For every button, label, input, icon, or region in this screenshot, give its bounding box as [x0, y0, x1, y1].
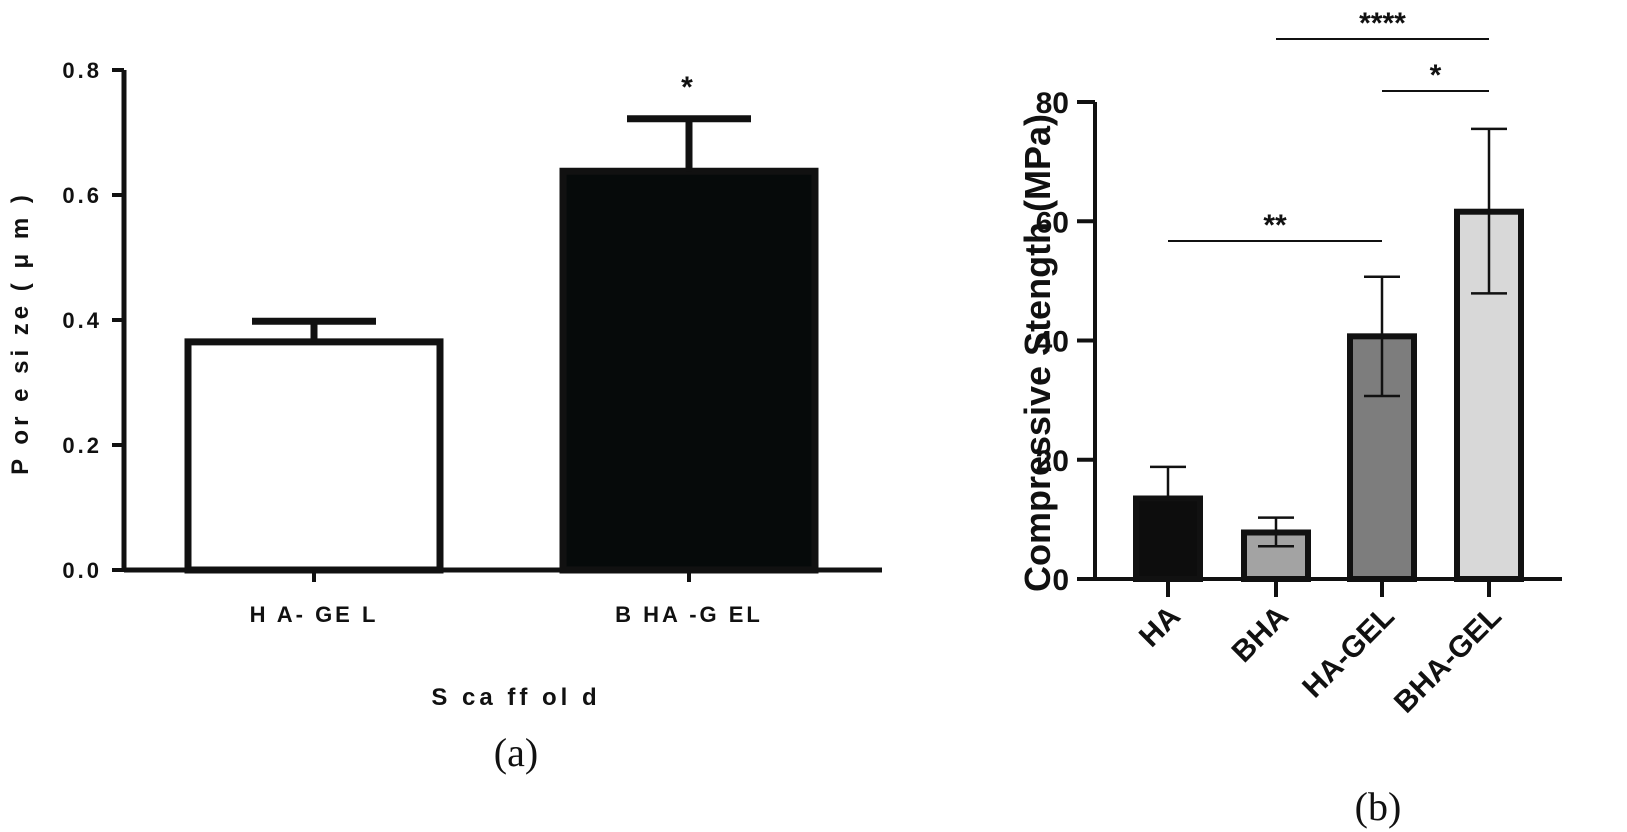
y-tick-label-1: 20: [1036, 445, 1069, 478]
panel-b-significance: *******: [1168, 7, 1489, 242]
y-tick-label-2: 40: [1036, 326, 1069, 359]
y-tick-label-1: 0.2: [62, 433, 102, 458]
panel-a-chart: H A- GE L B HA -G EL 0.0 0.2 0.4 0.6 0.8 * S c…: [7, 58, 882, 775]
significance-marker-2: ****: [1359, 7, 1406, 40]
x-tick-label-h-a-ge-l: H A- GE L: [250, 602, 379, 627]
x-tick-label-ha-gel: HA-GEL: [1296, 600, 1401, 705]
panel-a-significance: *: [681, 71, 693, 104]
panel-b-error-bars: [1150, 127, 1507, 548]
y-tick-label-3: 0.6: [62, 183, 102, 208]
x-tick-label-bha-gel: BHA-GEL: [1388, 600, 1508, 720]
significance-marker-1: *: [1430, 59, 1442, 92]
bar-ha: [1133, 495, 1203, 583]
y-tick-label-2: 0.4: [62, 308, 102, 333]
panel-b-y-axis-label: Compressive Stength (MPa): [1017, 114, 1058, 592]
significance-marker-0: **: [1263, 209, 1287, 242]
y-tick-label-3: 60: [1036, 206, 1069, 239]
y-tick-label-4: 80: [1036, 87, 1069, 120]
bar-h-a-ge-l: [184, 338, 444, 574]
panel-b-bars: [1133, 208, 1524, 583]
panel-b-label: (b): [1355, 784, 1402, 829]
bar-b-ha-g-el: [559, 167, 819, 574]
panel-a-bars: [184, 167, 819, 574]
x-tick-label-b-ha-g-el: B HA -G EL: [615, 602, 763, 627]
y-tick-label-0: 0.0: [62, 558, 102, 583]
x-tick-label-bha: BHA: [1226, 600, 1295, 669]
panel-a-x-axis-label: S ca ff ol d: [431, 684, 600, 711]
panel-a-y-axis-label: P or e si ze ( μ m ): [7, 191, 34, 475]
y-tick-label-0: 0: [1052, 564, 1069, 597]
panel-a-label: (a): [494, 730, 538, 775]
y-tick-label-4: 0.8: [62, 58, 102, 83]
x-tick-label-ha: HA: [1133, 600, 1187, 654]
panel-a-ticks: H A- GE L B HA -G EL 0.0 0.2 0.4 0.6 0.8: [62, 58, 763, 627]
panel-a-error-bars: [252, 115, 751, 342]
significance-marker-b-ha-g-el: *: [681, 71, 693, 104]
